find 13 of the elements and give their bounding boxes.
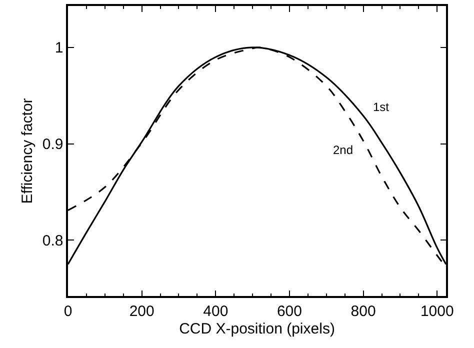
x-tick-label: 800 xyxy=(350,302,376,320)
x-tick-label: 0 xyxy=(64,302,72,320)
x-tick-label: 1000 xyxy=(420,302,454,320)
y-tick-label: 1 xyxy=(54,40,64,57)
y-tick-label: 0.9 xyxy=(42,136,64,154)
x-tick-label: 600 xyxy=(276,302,302,320)
series-label: 1st xyxy=(373,100,390,114)
x-tick-label: 400 xyxy=(203,302,228,320)
x-axis-title: CCD X-position (pixels) xyxy=(179,320,335,338)
series-label: 2nd xyxy=(333,143,354,157)
x-tick-label: 200 xyxy=(129,302,154,320)
y-axis-title: Efficiency factor xyxy=(19,98,36,204)
y-tick-label: 0.8 xyxy=(42,232,64,250)
